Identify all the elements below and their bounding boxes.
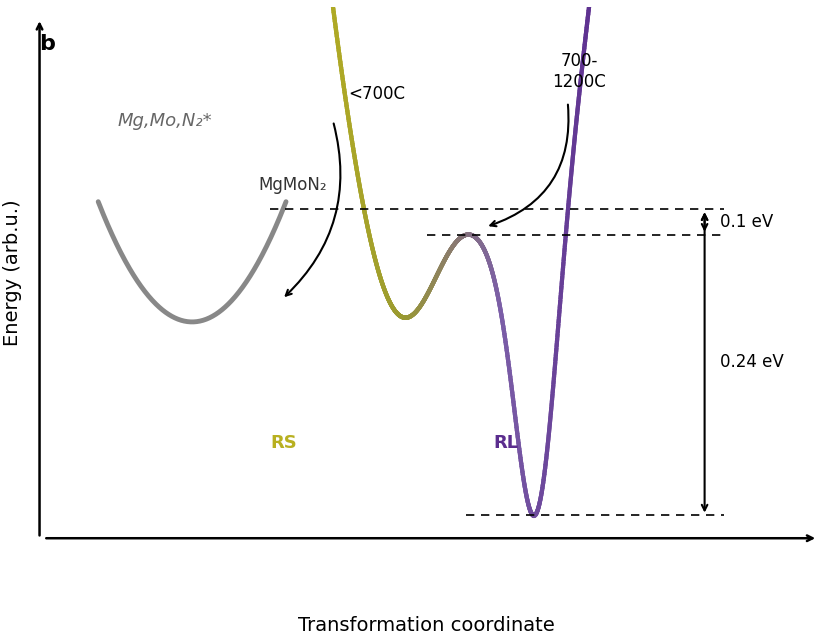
Text: 700-
1200C: 700- 1200C bbox=[553, 52, 606, 91]
Text: 0.1 eV: 0.1 eV bbox=[720, 213, 774, 231]
Text: RL: RL bbox=[493, 434, 518, 452]
Text: <700C: <700C bbox=[349, 85, 406, 104]
Text: Energy (arb.u.): Energy (arb.u.) bbox=[2, 199, 21, 346]
Text: Transformation coordinate: Transformation coordinate bbox=[299, 616, 555, 635]
Text: b: b bbox=[40, 34, 55, 53]
Text: Mg,Mo,N₂*: Mg,Mo,N₂* bbox=[118, 112, 212, 130]
Text: 0.24 eV: 0.24 eV bbox=[720, 354, 784, 371]
Text: MgMoN₂: MgMoN₂ bbox=[258, 177, 328, 194]
Text: RS: RS bbox=[271, 434, 297, 452]
